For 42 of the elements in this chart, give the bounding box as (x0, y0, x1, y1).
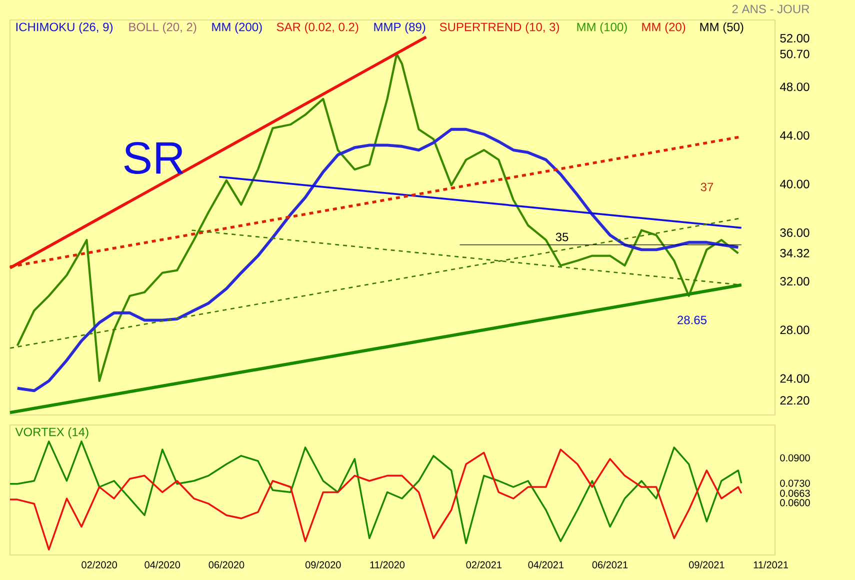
y-tick-label: 40.00 (780, 180, 810, 188)
x-tick-label: 04/2020 (144, 561, 180, 568)
x-tick-label: 02/2020 (82, 561, 117, 568)
y-tick-label: 0.0663 (780, 490, 810, 497)
y-tick-label: 32.00 (780, 277, 810, 286)
annotation: MM (200) (212, 22, 262, 34)
x-tick-label: 02/2021 (466, 561, 502, 568)
annotation: 28.65 (678, 316, 707, 324)
y-tick-label: 0.0900 (780, 454, 810, 462)
annotation: MM (20) (642, 22, 686, 34)
x-tick-label: 06/2020 (208, 561, 244, 568)
y-tick-label: 52.00 (780, 34, 810, 42)
x-tick-label: 04/2021 (528, 561, 564, 568)
chart-title: VORTEX (14) (15, 427, 88, 439)
annotation: MMP (89) (374, 22, 426, 34)
x-tick-label: 11/2020 (370, 561, 405, 568)
x-tick-label: 11/2021 (754, 561, 788, 568)
y-tick-label: 28.00 (780, 326, 810, 334)
y-tick-label: 0.0600 (780, 499, 810, 506)
y-tick-label: 0.0730 (780, 480, 810, 487)
annotation: SR (124, 142, 184, 174)
y-tick-label: 44.00 (780, 131, 810, 140)
annotation: BOLL (20, 2) (129, 22, 196, 34)
annotation: 37 (700, 182, 714, 192)
x-tick-label: 09/2021 (689, 561, 724, 568)
x-tick-label: 06/2021 (592, 561, 628, 568)
annotation: SUPERTREND (10, 3) (440, 22, 560, 34)
line-series (16, 52, 740, 382)
y-tick-label: 48.00 (780, 82, 810, 92)
text: 2 ANS - JOUR (732, 4, 810, 14)
line-series (16, 128, 740, 392)
annotation: MM (100) (577, 22, 627, 34)
y-tick-label: 34.32 (780, 248, 810, 258)
x-tick-label: 09/2020 (305, 561, 341, 568)
y-tick-label: 50.70 (780, 50, 810, 58)
annotation: SAR (0.02, 0.2) (276, 22, 358, 34)
annotation: ICHIMOKU (26, 9) (16, 22, 113, 34)
y-tick-label: 24.00 (780, 374, 810, 383)
annotation: 35 (556, 232, 568, 242)
annotation: MM (50) (700, 22, 744, 34)
y-tick-label: 36.00 (780, 228, 810, 237)
y-tick-label: 22.20 (780, 396, 810, 405)
